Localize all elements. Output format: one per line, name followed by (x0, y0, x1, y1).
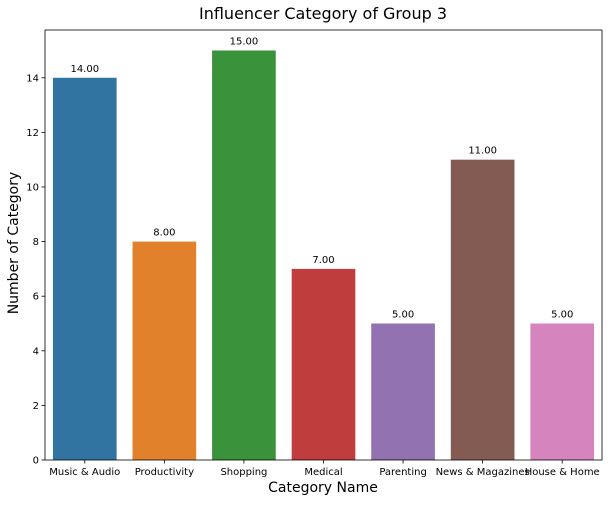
y-axis-label: Number of Category (6, 172, 22, 315)
y-tick-label: 6 (33, 292, 39, 303)
y-tick-label: 8 (33, 237, 39, 248)
bar-value-label: 5.00 (392, 309, 414, 320)
bar (450, 159, 515, 460)
bar (371, 323, 435, 460)
bar (530, 323, 595, 460)
bar (52, 77, 117, 461)
bars-group (52, 50, 595, 461)
x-tick-label: Parenting (379, 467, 426, 478)
chart-title: Influencer Category of Group 3 (199, 4, 447, 23)
bar-value-label: 11.00 (468, 146, 497, 157)
bar (132, 241, 197, 460)
bar-value-label: 8.00 (153, 228, 175, 239)
bar (291, 268, 356, 460)
x-tick-label: Productivity (135, 467, 194, 478)
x-axis-ticks: Music & Audio Productivity Shopping Medical… (49, 460, 600, 478)
y-axis-ticks: 0 2 4 6 8 10 12 14 (26, 73, 45, 467)
bar-value-label: 7.00 (312, 255, 334, 266)
x-tick-label: Medical (304, 467, 342, 478)
y-tick-label: 12 (26, 128, 39, 139)
y-tick-label: 0 (33, 456, 39, 467)
y-tick-label: 10 (26, 182, 39, 193)
bar-value-label: 14.00 (70, 64, 99, 75)
bar (212, 50, 276, 460)
bar-value-label: 5.00 (551, 309, 573, 320)
x-tick-label: Music & Audio (49, 467, 120, 478)
bar-value-label: 15.00 (230, 36, 259, 47)
x-tick-label: Shopping (220, 467, 267, 478)
y-tick-label: 14 (26, 73, 39, 84)
x-axis-label: Category Name (268, 480, 378, 496)
x-tick-label: House & Home (525, 467, 600, 478)
bar-value-labels: 14.00 8.00 15.00 7.00 5.00 11.00 5.00 (70, 36, 573, 320)
plot-area-frame (44, 29, 603, 461)
y-tick-label: 2 (33, 401, 39, 412)
y-tick-label: 4 (33, 346, 39, 357)
x-tick-label: News & Magazines (436, 467, 530, 478)
